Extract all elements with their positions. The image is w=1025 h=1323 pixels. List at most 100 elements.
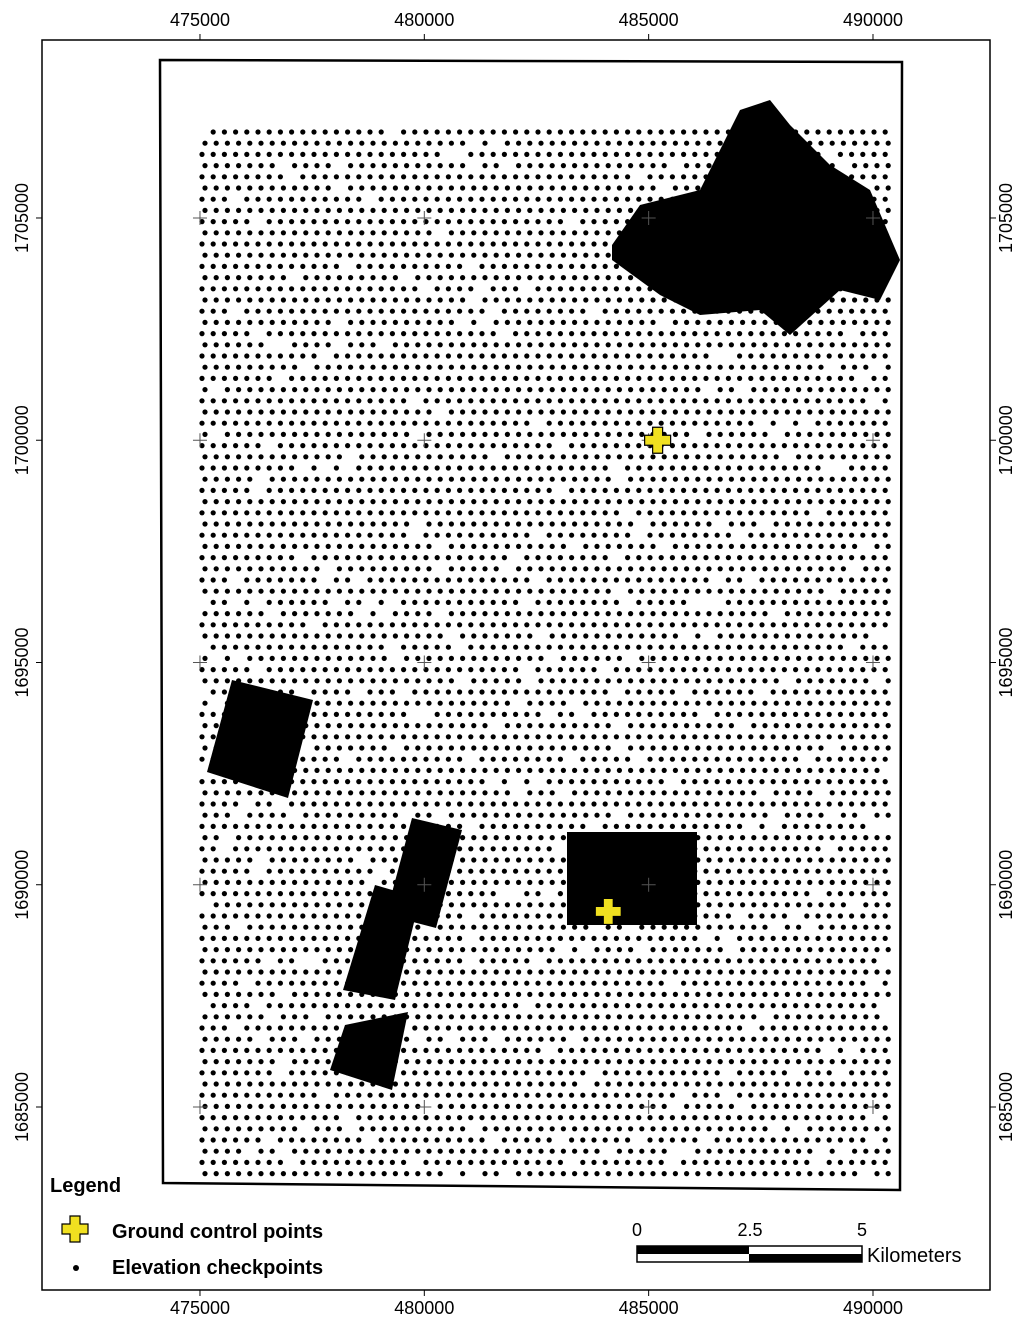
checkpoint (840, 387, 847, 393)
checkpoint (370, 207, 376, 213)
checkpoint (885, 812, 891, 818)
checkpoint (412, 151, 418, 157)
checkpoint (404, 745, 410, 751)
checkpoint (336, 678, 342, 684)
checkpoint (650, 947, 656, 953)
checkpoint (602, 935, 608, 942)
checkpoint (333, 891, 339, 897)
checkpoint (202, 655, 208, 662)
checkpoint (493, 431, 499, 437)
checkpoint (280, 857, 286, 863)
checkpoint (737, 443, 743, 449)
checkpoint (762, 857, 768, 863)
checkpoint (706, 947, 712, 953)
checkpoint (692, 689, 698, 695)
checkpoint (300, 510, 306, 516)
checkpoint (493, 790, 499, 796)
checkpoint (247, 431, 253, 437)
checkpoint (625, 331, 631, 337)
checkpoint (807, 991, 813, 998)
checkpoint (513, 510, 519, 516)
checkpoint (591, 779, 597, 785)
checkpoint (434, 1047, 440, 1053)
checkpoint (381, 409, 387, 415)
checkpoint (804, 980, 810, 986)
checkpoint (863, 342, 869, 348)
checkpoint (426, 611, 432, 617)
checkpoint (202, 499, 208, 505)
checkpoint (560, 275, 567, 281)
checkpoint (457, 622, 463, 628)
checkpoint (210, 331, 216, 337)
checkpoint (815, 801, 821, 807)
checkpoint (703, 1025, 709, 1031)
checkpoint (448, 611, 454, 617)
checkpoint (602, 532, 608, 538)
checkpoint (591, 151, 597, 157)
checkpoint (426, 319, 432, 325)
checkpoint (244, 263, 250, 269)
checkpoint (871, 734, 877, 740)
checkpoint (639, 342, 645, 348)
checkpoint (255, 1047, 261, 1053)
checkpoint (591, 1025, 597, 1031)
checkpoint (740, 364, 746, 370)
checkpoint (759, 958, 765, 964)
checkpoint (840, 969, 847, 975)
checkpoint (423, 331, 429, 337)
checkpoint (818, 991, 824, 998)
checkpoint (594, 767, 600, 774)
checkpoint (468, 577, 474, 583)
checkpoint (236, 991, 242, 998)
checkpoint (706, 857, 712, 863)
checkpoint (560, 857, 567, 863)
checkpoint (613, 644, 620, 650)
checkpoint (580, 667, 586, 673)
checkpoint (692, 129, 698, 135)
checkpoint (882, 174, 888, 180)
checkpoint (826, 891, 832, 897)
checkpoint (781, 465, 788, 471)
checkpoint (636, 644, 642, 650)
checkpoint (401, 465, 407, 471)
checkpoint (333, 868, 339, 874)
checkpoint (322, 286, 328, 292)
checkpoint (501, 868, 507, 874)
checkpoint (616, 1014, 623, 1020)
checkpoint (737, 644, 743, 650)
checkpoint (199, 487, 205, 493)
checkpoint (647, 398, 653, 404)
checkpoint (504, 454, 510, 460)
checkpoint (348, 499, 354, 505)
checkpoint (535, 599, 541, 606)
checkpoint (266, 980, 272, 986)
checkpoint (714, 734, 720, 740)
checkpoint (840, 857, 847, 863)
checkpoint (322, 958, 328, 964)
checkpoint (501, 129, 507, 135)
checkpoint (348, 991, 354, 998)
checkpoint (269, 409, 275, 415)
checkpoint (852, 319, 858, 325)
checkpoint (628, 991, 634, 998)
checkpoint (695, 812, 701, 818)
checkpoint (885, 723, 891, 729)
checkpoint (672, 1059, 679, 1065)
checkpoint (560, 611, 567, 617)
checkpoint (423, 1025, 429, 1031)
checkpoint (672, 611, 679, 617)
checkpoint (770, 353, 776, 359)
checkpoint (224, 790, 230, 796)
checkpoint (479, 823, 485, 830)
checkpoint (837, 622, 844, 628)
checkpoint (636, 1003, 642, 1009)
checkpoint (818, 476, 824, 482)
checkpoint (457, 196, 463, 202)
checkpoint (457, 219, 463, 225)
checkpoint (549, 207, 555, 213)
checkpoint (516, 297, 522, 303)
checkpoint (482, 655, 488, 662)
checkpoint (292, 431, 298, 437)
checkpoint (378, 622, 384, 628)
checkpoint (210, 958, 216, 964)
